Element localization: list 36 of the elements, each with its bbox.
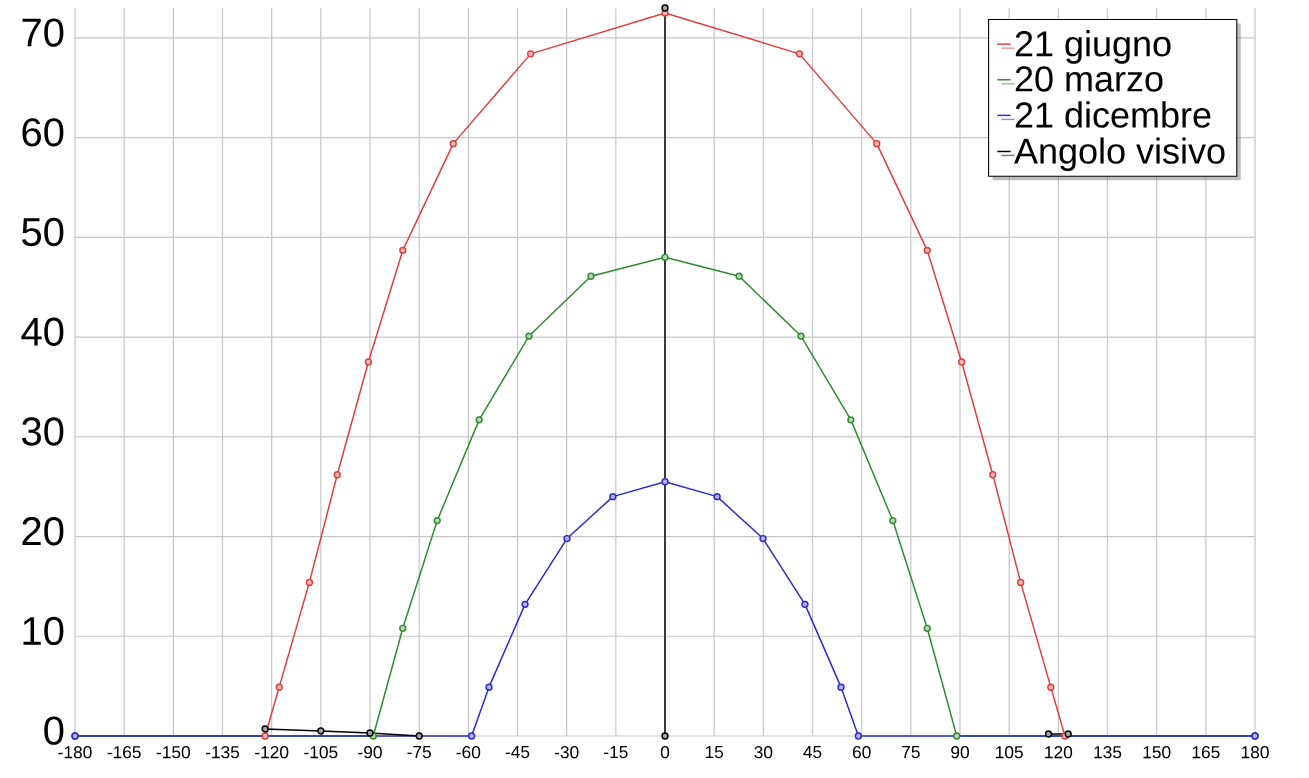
y-tick-label: 60 xyxy=(22,118,64,147)
x-tick-label: -15 xyxy=(604,746,628,759)
x-tick-label: 180 xyxy=(1241,746,1269,759)
y-tick-label: 10 xyxy=(23,616,64,646)
x-tick-label: -60 xyxy=(456,746,481,759)
x-tick-label: -120 xyxy=(255,746,289,759)
x-tick-label: 150 xyxy=(1143,746,1171,759)
x-tick-label: -45 xyxy=(505,746,530,759)
x-tick-label: 105 xyxy=(996,746,1023,759)
x-tick-label: 30 xyxy=(754,746,773,759)
x-tick-label: -75 xyxy=(407,746,431,759)
x-tick-label: -105 xyxy=(304,746,338,759)
x-tick-label: 75 xyxy=(902,746,920,759)
x-tick-label: -90 xyxy=(358,746,382,759)
y-tick-label: 30 xyxy=(21,417,64,446)
x-tick-label: 90 xyxy=(951,746,969,759)
y-tick-label: 70 xyxy=(22,18,64,47)
legend-label: 21 dicembre xyxy=(1015,101,1211,128)
y-tick-label: 20 xyxy=(22,517,64,546)
x-tick-label: 60 xyxy=(852,746,871,759)
x-tick-label: -180 xyxy=(58,746,92,759)
legend-label: Angolo visivo xyxy=(1014,137,1225,171)
x-tick-label: 0 xyxy=(660,746,670,759)
x-tick-label: -135 xyxy=(205,746,240,759)
y-tick-label: 40 xyxy=(21,317,64,346)
x-tick-label: 135 xyxy=(1094,746,1122,759)
legend-label: 21 giugno xyxy=(1015,30,1171,64)
x-tick-label: 45 xyxy=(803,746,822,759)
x-tick-label: 120 xyxy=(1045,746,1073,759)
x-tick-label: -165 xyxy=(107,746,141,759)
x-tick-label: 15 xyxy=(705,746,724,759)
legend-label: 20 marzo xyxy=(1015,66,1163,92)
x-tick-label: 165 xyxy=(1192,746,1220,759)
y-tick-label: 50 xyxy=(22,217,64,247)
x-tick-label: -30 xyxy=(554,746,579,759)
x-tick-label: -150 xyxy=(156,746,191,759)
